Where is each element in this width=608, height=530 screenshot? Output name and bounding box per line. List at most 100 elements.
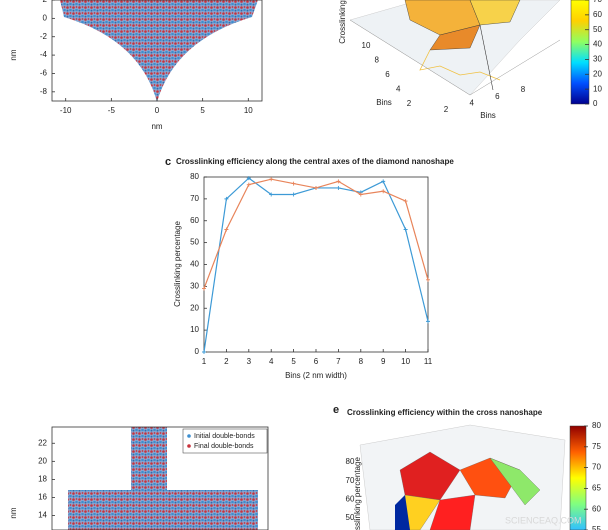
colorbar-tick-label: 30: [593, 55, 602, 64]
y-tick-label: 2: [43, 0, 48, 4]
point-marker: [202, 350, 206, 354]
x-axis-label: nm: [151, 122, 162, 131]
x-tick-label: 2: [224, 357, 229, 366]
series-line: [203, 177, 429, 353]
x-tick-label: 0: [155, 106, 160, 115]
axes-frame: [203, 176, 429, 353]
colorbar-tick-label: 20: [593, 69, 602, 78]
y-tick-label: -2: [40, 32, 48, 41]
axis-tick-label: 4: [469, 98, 474, 107]
point-marker: [336, 179, 341, 184]
x-tick-label: 5: [291, 357, 296, 366]
legend-marker: [187, 434, 191, 438]
colorbar-tick-label: 60: [592, 504, 601, 513]
x-tick-label: 9: [381, 357, 386, 366]
chart-title: Crosslinking efficiency along the centra…: [176, 157, 454, 166]
axis-tick-label: 2: [407, 99, 412, 108]
axis-tick-label: 60: [346, 494, 355, 503]
y-tick-label: 60: [190, 216, 199, 225]
x-tick-label: 7: [336, 357, 341, 366]
colorbar-tick-label: 60: [593, 10, 602, 19]
y-tick-label: -8: [40, 87, 48, 96]
y-tick-label: 14: [38, 511, 47, 520]
point-marker: [269, 177, 274, 182]
axis-tick-label: 6: [495, 92, 500, 101]
legend-label: Initial double-bonds: [194, 433, 255, 440]
point-marker: [358, 192, 363, 197]
axis-tick-label: 70: [346, 476, 355, 485]
x-tick-label: -5: [108, 106, 116, 115]
x-tick-label: 6: [314, 357, 319, 366]
axis-tick-label: 4: [396, 85, 401, 94]
colorbar-tick-label: 55: [592, 525, 601, 530]
axis-tick-label: 10: [362, 41, 371, 50]
y-tick-label: 10: [190, 325, 199, 334]
colorbar-tick-label: 80: [592, 421, 601, 430]
colorbar: [570, 0, 590, 105]
y-tick-label: 20: [38, 456, 47, 465]
y-tick-label: -4: [40, 50, 48, 59]
point-marker: [381, 179, 386, 184]
surface-b: [349, 0, 561, 96]
point-marker: [202, 286, 206, 291]
watermark: SCIENCEAQ.COM: [505, 515, 582, 525]
legend-label: Final double-bonds: [194, 443, 254, 450]
y-tick-label: 20: [190, 303, 199, 312]
axis-tick-label: 8: [521, 85, 526, 94]
point-marker: [269, 192, 274, 197]
legend: [182, 428, 268, 454]
x-tick-label: 10: [244, 106, 253, 115]
x-tick-label: -10: [60, 106, 72, 115]
point-marker: [246, 182, 251, 187]
axis-tick-label: 2: [444, 105, 449, 114]
point-marker: [224, 227, 229, 232]
point-marker: [314, 185, 318, 190]
point-cloud: [60, 0, 258, 102]
colorbar-tick-label: 70: [592, 463, 601, 472]
point-marker: [403, 199, 408, 204]
panel-label: c: [165, 156, 171, 168]
x-axis-label: Bins: [480, 111, 496, 120]
x-tick-label: 11: [424, 357, 433, 366]
axis-tick-label: 6: [385, 70, 390, 79]
z-axis-label: Crosslinking percentage: [353, 457, 362, 530]
point-marker: [291, 192, 296, 197]
axis-tick-label: 50: [346, 513, 355, 522]
point-marker: [426, 319, 430, 324]
point-marker: [291, 181, 296, 186]
point-marker: [381, 189, 386, 194]
y-tick-label: 22: [38, 438, 47, 447]
x-tick-label: 1: [202, 357, 207, 366]
y-tick-label: 50: [190, 238, 199, 247]
colorbar-tick-label: 40: [593, 40, 602, 49]
colorbar-tick-label: 50: [593, 25, 602, 34]
y-tick-label: 70: [190, 194, 199, 203]
colorbar-tick-label: 0: [593, 99, 598, 108]
z-axis-label: Crosslinking: [338, 0, 347, 44]
series-line: [203, 178, 429, 289]
point-marker: [224, 196, 229, 201]
y-tick-label: -6: [40, 69, 48, 78]
colorbar-tick-label: 10: [593, 84, 602, 93]
x-axis-label: Bins (2 nm width): [285, 371, 347, 380]
x-tick-label: 5: [200, 106, 205, 115]
y-tick-label: 16: [38, 493, 47, 502]
y-tick-label: 18: [38, 475, 47, 484]
y-tick-label: 0: [43, 13, 48, 22]
colorbar-tick-label: 70: [593, 0, 602, 4]
surface-e: [359, 424, 566, 530]
axes-frame: [51, 426, 269, 530]
point-marker: [426, 277, 430, 282]
y-axis-label: nm: [9, 49, 18, 60]
chart-title: Crosslinking efficiency within the cross…: [347, 408, 543, 417]
x-tick-label: 3: [247, 357, 252, 366]
y-axis-label: nm: [9, 507, 18, 518]
y-axis-label: Bins: [376, 98, 392, 107]
point-marker: [246, 176, 251, 181]
x-tick-label: 4: [269, 357, 274, 366]
point-marker: [336, 185, 341, 190]
colorbar: [569, 425, 587, 530]
panel-label: e: [333, 404, 339, 416]
legend-marker: [187, 444, 191, 448]
